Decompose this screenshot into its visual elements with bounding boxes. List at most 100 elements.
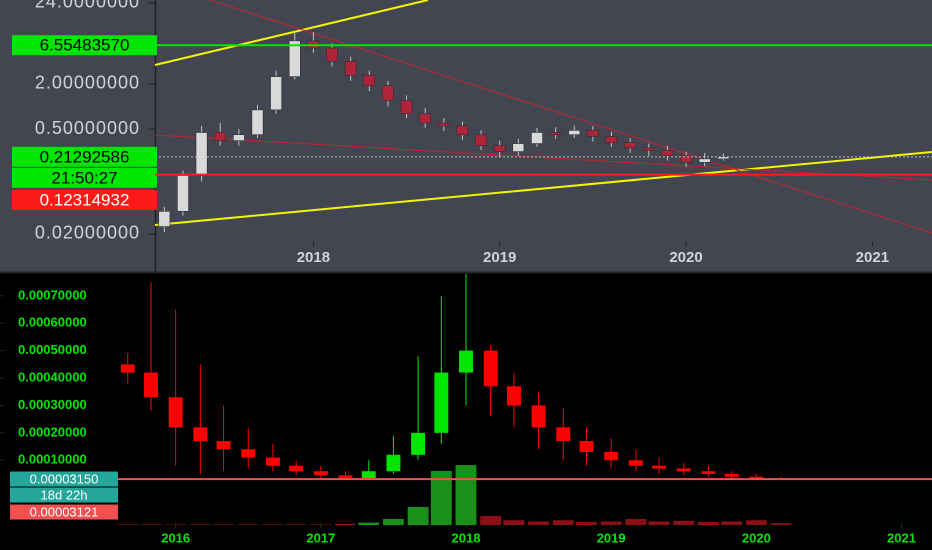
volume-bar bbox=[335, 523, 356, 525]
volume-bar bbox=[721, 521, 743, 525]
volume-bar bbox=[770, 523, 792, 525]
candle-body bbox=[120, 364, 135, 373]
countdown: 18d 22h bbox=[41, 487, 88, 502]
volume-bar bbox=[165, 524, 187, 525]
candle-body bbox=[680, 155, 692, 163]
y-tick-label: 0.00050000 bbox=[18, 342, 87, 357]
price-label: 6.55483570 bbox=[40, 36, 130, 55]
candle-body bbox=[701, 471, 716, 474]
x-tick-label: 2021 bbox=[856, 249, 889, 266]
candle-body bbox=[661, 150, 674, 157]
y-tick-label: 0.02000000 bbox=[35, 223, 140, 243]
candle-body bbox=[168, 397, 183, 428]
x-tick-label: 2017 bbox=[306, 530, 335, 545]
candle-body bbox=[193, 427, 208, 442]
price-label-box bbox=[12, 35, 157, 56]
countdown-box bbox=[12, 167, 157, 188]
volume-bar bbox=[189, 524, 211, 525]
candle-body bbox=[624, 142, 637, 149]
candle-body bbox=[382, 85, 394, 101]
volume-bar bbox=[407, 507, 429, 525]
volume-bar bbox=[552, 520, 574, 525]
candle-body bbox=[361, 471, 376, 479]
price-label: 0.00003121 bbox=[30, 504, 99, 519]
candle-body bbox=[676, 468, 691, 472]
candle-body bbox=[493, 145, 506, 152]
candle-body bbox=[386, 454, 401, 472]
candle-body bbox=[214, 132, 227, 141]
volume-bar bbox=[310, 524, 332, 525]
trend-line bbox=[154, 151, 932, 226]
volume-bar bbox=[625, 519, 647, 525]
volume-bar bbox=[576, 522, 597, 525]
y-tick-label: 0.00030000 bbox=[18, 397, 87, 412]
x-tick-label: 2019 bbox=[597, 530, 626, 545]
candle-body bbox=[251, 109, 264, 136]
candle-body bbox=[512, 143, 525, 152]
volume-bar bbox=[262, 524, 284, 525]
price-label-box bbox=[12, 146, 157, 167]
candle-body bbox=[419, 113, 432, 124]
y-tick-label: 0.50000000 bbox=[35, 118, 140, 138]
volume-bar bbox=[697, 522, 719, 525]
volume-bar bbox=[213, 524, 235, 525]
candle-body bbox=[579, 441, 594, 453]
y-tick-label: 0.00070000 bbox=[18, 287, 87, 302]
candle-body bbox=[195, 132, 208, 176]
volume-bar bbox=[648, 521, 670, 525]
candle-body bbox=[531, 132, 543, 144]
x-tick-label: 2018 bbox=[452, 530, 481, 545]
x-tick-label: 2018 bbox=[297, 249, 330, 266]
volume-bar bbox=[745, 520, 767, 525]
candle-body bbox=[400, 100, 413, 115]
candle-body bbox=[586, 130, 599, 137]
volume-bar bbox=[673, 520, 695, 525]
candle-body bbox=[241, 449, 256, 458]
price-label-box bbox=[10, 504, 118, 520]
volume-bar bbox=[237, 524, 259, 525]
candle-body bbox=[531, 405, 546, 428]
x-tick-label: 2020 bbox=[742, 530, 771, 545]
volume-bar bbox=[382, 519, 404, 525]
candle-body bbox=[158, 210, 171, 227]
candle-body bbox=[506, 386, 521, 406]
candle-body bbox=[483, 350, 498, 387]
y-tick-label: 0.00040000 bbox=[18, 369, 87, 384]
candle-body bbox=[338, 475, 353, 479]
y-tick-label: 2.00000000 bbox=[35, 73, 140, 93]
candle-body bbox=[411, 432, 426, 455]
volume-bar bbox=[358, 522, 380, 525]
price-label: 0.21292586 bbox=[40, 147, 130, 166]
price-label: 0.00003150 bbox=[30, 471, 99, 486]
candle-body bbox=[749, 476, 764, 479]
countdown-box bbox=[10, 487, 118, 503]
trend-line bbox=[154, 134, 932, 181]
trend-line bbox=[154, 0, 429, 66]
volume-bar bbox=[480, 516, 502, 525]
candle-body bbox=[437, 122, 450, 127]
candle-body bbox=[313, 471, 328, 476]
candle-body bbox=[265, 457, 280, 466]
candle-body bbox=[556, 427, 571, 442]
volume-bar bbox=[528, 521, 550, 525]
candle-body bbox=[289, 465, 304, 472]
candle-body bbox=[549, 132, 562, 136]
candle-body bbox=[628, 460, 643, 466]
candle-body bbox=[698, 158, 711, 163]
candle-body bbox=[326, 47, 338, 62]
candle-body bbox=[177, 175, 189, 212]
volume-bar bbox=[117, 524, 139, 525]
candle-body bbox=[642, 147, 655, 151]
volume-bar bbox=[600, 521, 622, 525]
volume-bar bbox=[285, 524, 307, 525]
x-tick-label: 2020 bbox=[669, 249, 702, 266]
price-label-box bbox=[12, 189, 157, 210]
volume-bar bbox=[430, 471, 452, 525]
x-tick-label: 2021 bbox=[887, 530, 916, 545]
candle-body bbox=[288, 40, 301, 77]
candle-body bbox=[216, 441, 231, 450]
candle-body bbox=[459, 350, 473, 373]
volume-bar bbox=[503, 520, 525, 525]
